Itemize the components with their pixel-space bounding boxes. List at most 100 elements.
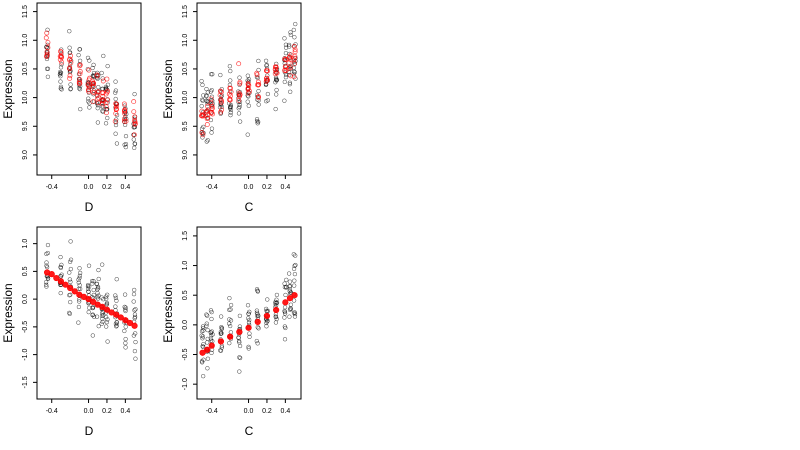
observed-point bbox=[132, 141, 137, 146]
observed-point bbox=[95, 290, 100, 296]
fitted-point bbox=[286, 295, 294, 302]
points-layer bbox=[199, 21, 298, 144]
x-tick-label: 0.2 bbox=[102, 408, 112, 415]
fitted-point bbox=[86, 88, 91, 94]
y-tick-label: -1.0 bbox=[22, 348, 29, 360]
fitted-point bbox=[210, 111, 215, 117]
observed-point bbox=[247, 317, 252, 323]
observed-point bbox=[45, 242, 51, 248]
observed-point bbox=[283, 75, 289, 80]
observed-point bbox=[292, 70, 297, 75]
fitted-point bbox=[236, 328, 243, 336]
y-tick-label: -1.0 bbox=[182, 378, 189, 390]
observed-point bbox=[45, 66, 51, 71]
observed-point bbox=[228, 113, 233, 118]
fitted-point bbox=[67, 56, 73, 62]
observed-point bbox=[228, 78, 233, 83]
observed-point bbox=[264, 63, 269, 68]
observed-point bbox=[237, 75, 242, 80]
observed-point bbox=[200, 82, 205, 88]
observed-point bbox=[105, 317, 110, 322]
observed-point bbox=[273, 314, 278, 319]
observed-point bbox=[228, 102, 233, 108]
panel-top-right: -0.4 0.0 0.2 0.4 9.0 9.5 10.0 10.5 11.0 11.5 C Expr… bbox=[161, 2, 302, 214]
observed-point bbox=[101, 109, 106, 114]
y-tick-label: 1.0 bbox=[182, 261, 189, 271]
observed-point bbox=[273, 320, 279, 325]
fitted-point bbox=[286, 65, 292, 71]
observed-point bbox=[94, 75, 100, 81]
observed-point bbox=[209, 316, 214, 322]
observed-point bbox=[256, 58, 261, 64]
fitted-point bbox=[113, 101, 119, 106]
observed-point bbox=[58, 86, 63, 91]
observed-point bbox=[265, 73, 270, 78]
x-tick-label: -0.4 bbox=[206, 408, 218, 415]
observed-point bbox=[288, 30, 293, 35]
observed-point bbox=[95, 284, 101, 290]
observed-point bbox=[284, 277, 289, 283]
observed-point bbox=[113, 90, 118, 95]
x-tick-label: 0.2 bbox=[102, 184, 112, 191]
y-tick-label: 0.5 bbox=[182, 290, 189, 300]
fitted-point bbox=[71, 288, 78, 295]
fitted-point bbox=[77, 80, 83, 86]
observed-point bbox=[283, 325, 288, 331]
observed-point bbox=[123, 308, 128, 314]
observed-point bbox=[45, 276, 51, 281]
fitted-point bbox=[227, 97, 233, 103]
observed-point bbox=[105, 63, 110, 69]
observed-point bbox=[132, 116, 137, 122]
observed-point bbox=[282, 70, 288, 75]
y-tick-label: 0.5 bbox=[22, 266, 29, 276]
observed-point bbox=[77, 283, 82, 288]
observed-point bbox=[95, 286, 101, 291]
fitted-point bbox=[43, 35, 49, 41]
observed-point bbox=[113, 120, 119, 125]
fitted-point bbox=[292, 53, 298, 59]
observed-point bbox=[90, 312, 95, 317]
observed-point bbox=[209, 329, 215, 334]
fitted-point bbox=[45, 39, 51, 45]
observed-point bbox=[86, 289, 91, 294]
observed-point bbox=[208, 338, 214, 343]
observed-point bbox=[205, 138, 210, 143]
observed-point bbox=[246, 344, 251, 350]
observed-point bbox=[114, 298, 119, 303]
observed-point bbox=[77, 47, 83, 52]
observed-point bbox=[76, 304, 82, 310]
fitted-point bbox=[103, 91, 109, 97]
fitted-point bbox=[132, 114, 138, 120]
observed-point bbox=[91, 62, 96, 68]
observed-point bbox=[123, 305, 128, 310]
observed-point bbox=[204, 321, 209, 326]
observed-point bbox=[287, 82, 293, 87]
observed-point bbox=[123, 133, 129, 139]
x-axis-label: C bbox=[245, 424, 254, 438]
observed-point bbox=[287, 284, 292, 289]
observed-point bbox=[95, 120, 100, 125]
observed-point bbox=[237, 340, 242, 345]
observed-point bbox=[288, 32, 293, 38]
x-tick-label: 0.2 bbox=[262, 408, 272, 415]
observed-point bbox=[44, 260, 49, 265]
observed-point bbox=[131, 333, 136, 338]
observed-point bbox=[246, 346, 251, 351]
observed-point bbox=[287, 314, 292, 319]
observed-point bbox=[99, 295, 104, 300]
fitted-point bbox=[263, 312, 271, 320]
x-axis-label: C bbox=[245, 200, 254, 214]
observed-point bbox=[104, 296, 109, 301]
observed-point bbox=[256, 88, 261, 94]
observed-point bbox=[274, 92, 279, 97]
observed-point bbox=[209, 130, 214, 135]
observed-point bbox=[58, 69, 63, 75]
observed-point bbox=[204, 312, 209, 317]
observed-point bbox=[67, 50, 72, 56]
fitted-point bbox=[103, 100, 109, 106]
observed-point bbox=[103, 121, 109, 126]
observed-point bbox=[45, 250, 50, 256]
fitted-point bbox=[122, 109, 127, 114]
observed-point bbox=[133, 307, 138, 312]
observed-point bbox=[247, 334, 252, 340]
